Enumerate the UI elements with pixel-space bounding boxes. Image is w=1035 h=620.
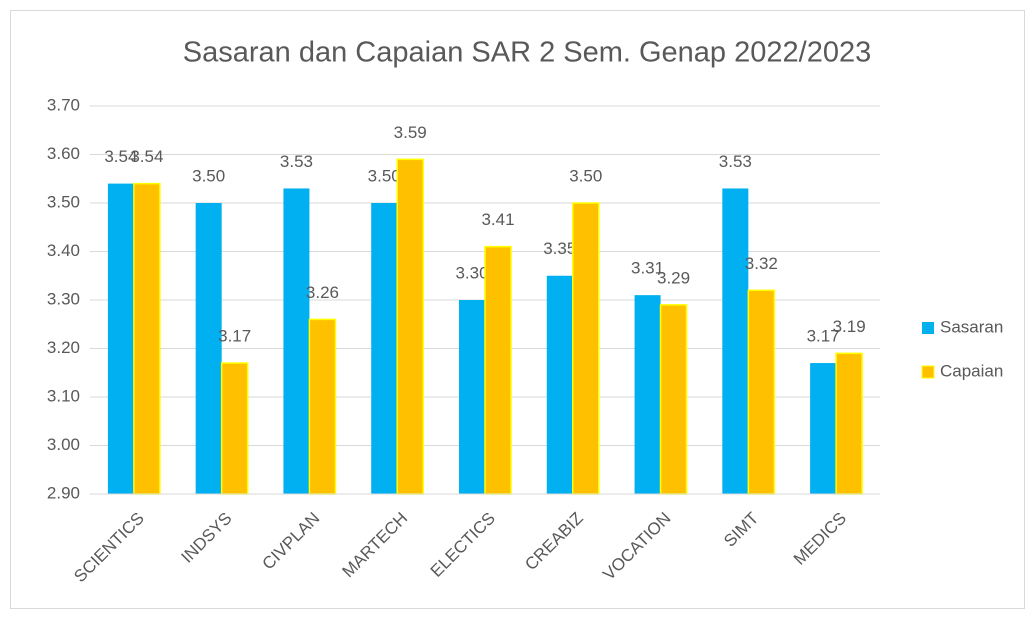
y-tick-label: 3.10 <box>47 386 80 405</box>
data-label: 3.50 <box>368 166 401 185</box>
bar <box>133 182 161 495</box>
bar <box>484 245 512 495</box>
bar <box>220 362 249 495</box>
bar <box>572 202 600 495</box>
bar <box>747 289 776 495</box>
y-tick-label: 3.00 <box>47 435 80 454</box>
data-label: 3.29 <box>657 268 690 287</box>
data-label: 3.30 <box>455 263 488 282</box>
data-label: 3.31 <box>631 259 664 278</box>
data-label: 3.50 <box>192 166 225 185</box>
bar <box>107 183 134 494</box>
y-tick-label: 3.70 <box>47 95 80 114</box>
bar <box>835 352 863 495</box>
data-label: 3.53 <box>719 152 752 171</box>
y-tick-label: 3.60 <box>47 144 80 163</box>
data-label: 3.53 <box>280 152 313 171</box>
y-tick-label: 3.20 <box>47 338 80 357</box>
y-tick-label: 3.50 <box>47 192 80 211</box>
bar <box>659 304 688 495</box>
bar <box>546 275 573 494</box>
data-label: 3.54 <box>130 147 163 166</box>
bar <box>195 203 222 494</box>
y-tick-label: 3.40 <box>47 241 80 260</box>
data-label: 3.17 <box>807 327 840 346</box>
legend-swatch <box>922 322 934 334</box>
bar <box>283 188 310 494</box>
bar <box>722 188 749 494</box>
bar <box>459 300 485 494</box>
bar <box>810 363 837 494</box>
bar <box>371 203 398 494</box>
data-label: 3.41 <box>481 210 514 229</box>
data-label: 3.17 <box>218 327 251 346</box>
y-tick-label: 2.90 <box>47 483 80 502</box>
legend-swatch <box>921 365 935 379</box>
bar <box>634 295 661 494</box>
data-label: 3.59 <box>394 123 427 142</box>
data-label: 3.26 <box>306 283 339 302</box>
legend-label: Capaian <box>940 361 1003 380</box>
legend-label: Sasaran <box>940 317 1003 336</box>
bar <box>396 158 424 495</box>
chart-title: Sasaran dan Capaian SAR 2 Sem. Genap 202… <box>183 37 871 69</box>
chart-border <box>10 10 1025 609</box>
data-label: 3.50 <box>569 166 602 185</box>
data-label: 3.19 <box>833 317 866 336</box>
data-label: 3.32 <box>745 254 778 273</box>
data-label: 3.35 <box>543 239 576 258</box>
y-tick-label: 3.30 <box>47 289 80 308</box>
bar <box>308 318 337 495</box>
data-label: 3.54 <box>104 147 137 166</box>
